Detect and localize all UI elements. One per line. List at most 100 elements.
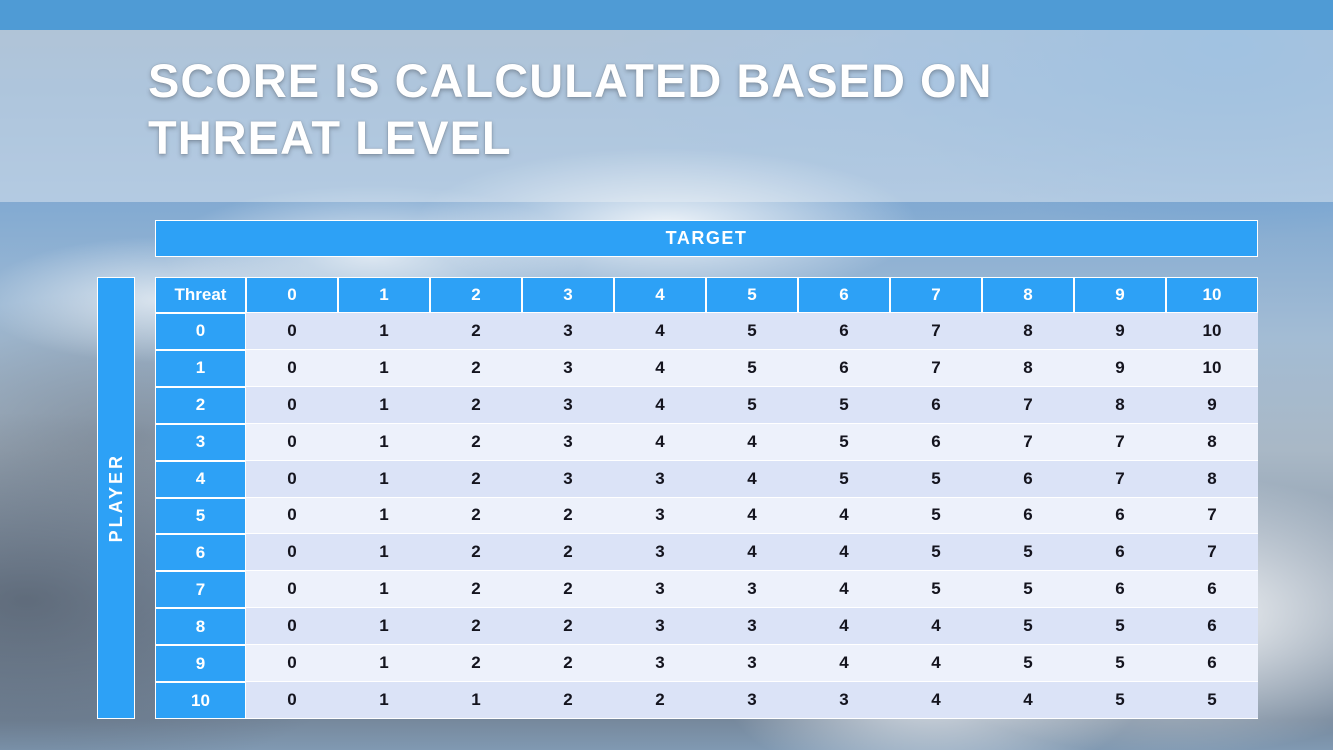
column-header: 2 <box>430 277 522 313</box>
score-cell: 5 <box>890 497 982 535</box>
score-cell: 4 <box>614 349 706 387</box>
target-axis-label: TARGET <box>665 228 748 248</box>
score-cell: 1 <box>430 682 522 719</box>
score-cell: 5 <box>1074 682 1166 719</box>
score-cell: 5 <box>890 571 982 609</box>
score-cell: 5 <box>798 423 890 461</box>
score-cell: 1 <box>338 313 430 350</box>
score-cell: 5 <box>1166 682 1258 719</box>
score-cell: 3 <box>706 682 798 719</box>
score-cell: 7 <box>890 349 982 387</box>
score-cell: 3 <box>522 349 614 387</box>
score-cell: 0 <box>246 313 338 350</box>
target-axis-header: TARGET <box>155 220 1258 257</box>
score-cell: 0 <box>246 423 338 461</box>
score-cell: 2 <box>430 497 522 535</box>
score-cell: 8 <box>1166 460 1258 498</box>
score-cell: 7 <box>1074 423 1166 461</box>
score-cell: 4 <box>706 423 798 461</box>
score-cell: 1 <box>338 386 430 424</box>
score-cell: 4 <box>614 386 706 424</box>
score-cell: 2 <box>522 534 614 572</box>
score-cell: 4 <box>706 534 798 572</box>
score-cell: 4 <box>890 645 982 683</box>
score-cell: 7 <box>982 423 1074 461</box>
score-cell: 8 <box>1166 423 1258 461</box>
score-cell: 3 <box>798 682 890 719</box>
score-cell: 6 <box>1074 534 1166 572</box>
score-cell: 5 <box>982 571 1074 609</box>
score-cell: 9 <box>1074 349 1166 387</box>
title-band: SCORE IS CALCULATED BASED ON THREAT LEVE… <box>0 30 1333 202</box>
score-cell: 6 <box>982 497 1074 535</box>
score-cell: 3 <box>614 571 706 609</box>
score-cell: 1 <box>338 349 430 387</box>
score-cell: 2 <box>430 313 522 350</box>
score-cell: 10 <box>1166 313 1258 350</box>
score-cell: 5 <box>890 534 982 572</box>
score-cell: 2 <box>522 682 614 719</box>
score-cell: 7 <box>890 313 982 350</box>
score-cell: 4 <box>798 608 890 646</box>
score-cell: 6 <box>1074 571 1166 609</box>
column-header: 10 <box>1166 277 1258 313</box>
score-cell: 4 <box>614 423 706 461</box>
score-cell: 7 <box>982 386 1074 424</box>
score-cell: 4 <box>798 645 890 683</box>
score-cell: 7 <box>1166 497 1258 535</box>
score-cell: 2 <box>522 571 614 609</box>
score-cell: 0 <box>246 386 338 424</box>
score-cell: 5 <box>890 460 982 498</box>
score-cell: 6 <box>1166 608 1258 646</box>
row-header: 7 <box>155 571 246 609</box>
score-cell: 3 <box>522 423 614 461</box>
row-header: 9 <box>155 645 246 683</box>
score-cell: 4 <box>614 313 706 350</box>
score-cell: 0 <box>246 682 338 719</box>
row-header: 6 <box>155 534 246 572</box>
row-header: 8 <box>155 608 246 646</box>
score-cell: 10 <box>1166 349 1258 387</box>
score-cell: 2 <box>430 608 522 646</box>
column-header: 5 <box>706 277 798 313</box>
title-line-2: THREAT LEVEL <box>148 111 512 164</box>
header-row: Threat 0 1 2 3 4 5 6 7 8 9 10 <box>155 277 1258 313</box>
score-cell: 3 <box>614 460 706 498</box>
row-header: 10 <box>155 682 246 719</box>
score-cell: 4 <box>890 682 982 719</box>
score-cell: 0 <box>246 349 338 387</box>
score-cell: 0 <box>246 460 338 498</box>
row-header: 5 <box>155 497 246 535</box>
score-cell: 1 <box>338 534 430 572</box>
score-cell: 4 <box>706 497 798 535</box>
score-cell: 7 <box>1074 460 1166 498</box>
row-header: 0 <box>155 313 246 350</box>
score-cell: 2 <box>430 645 522 683</box>
score-cell: 6 <box>890 386 982 424</box>
score-cell: 3 <box>522 386 614 424</box>
score-cell: 1 <box>338 608 430 646</box>
score-cell: 5 <box>982 608 1074 646</box>
score-cell: 4 <box>706 460 798 498</box>
score-cell: 5 <box>798 460 890 498</box>
score-cell: 8 <box>982 313 1074 350</box>
row-header: 1 <box>155 349 246 387</box>
score-table: Threat 0 1 2 3 4 5 6 7 8 9 10 0 0 1 2 3 4 5 6 7 8 9 10 1 0 1 2 3 4 5 6… <box>155 277 1258 719</box>
score-cell: 0 <box>246 571 338 609</box>
column-header: 7 <box>890 277 982 313</box>
score-cell: 3 <box>706 571 798 609</box>
score-cell: 2 <box>430 386 522 424</box>
score-cell: 3 <box>706 608 798 646</box>
score-cell: 3 <box>614 608 706 646</box>
score-cell: 3 <box>614 534 706 572</box>
score-cell: 1 <box>338 497 430 535</box>
row-header: 3 <box>155 423 246 461</box>
score-cell: 2 <box>522 608 614 646</box>
column-header: 1 <box>338 277 430 313</box>
score-cell: 0 <box>246 608 338 646</box>
score-cell: 3 <box>614 645 706 683</box>
score-cell: 5 <box>706 386 798 424</box>
